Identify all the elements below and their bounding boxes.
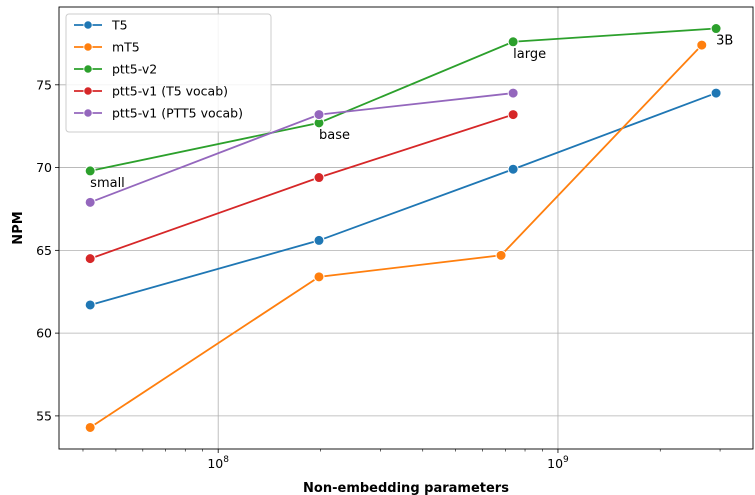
data-point — [84, 165, 96, 177]
data-point — [710, 23, 722, 35]
series-4 — [84, 87, 519, 208]
legend-item: mT5 — [74, 40, 140, 55]
series-2 — [84, 23, 722, 177]
legend-label: ptt5-v2 — [112, 62, 157, 77]
legend: T5 mT5 ptt5-v2 ptt5-v1 (T5 vocab) ptt5-v1 (P… — [65, 13, 272, 133]
data-point — [313, 234, 325, 246]
series-0 — [84, 87, 722, 311]
x-tick-label: 108 — [207, 455, 229, 471]
y-tick-label: 60 — [36, 326, 52, 341]
legend-swatch-marker — [83, 20, 93, 30]
annotations-layer: small base large 3B — [90, 34, 733, 191]
data-point — [696, 39, 708, 51]
y-tick-label: 70 — [36, 160, 52, 175]
point-annotation: large — [513, 47, 546, 62]
series-1 — [84, 39, 708, 433]
legend-swatch-marker — [83, 108, 93, 118]
data-point — [710, 87, 722, 99]
data-point — [313, 109, 325, 121]
y-axis-label: NPM — [11, 211, 26, 244]
x-tick-label: 109 — [547, 455, 569, 471]
legend-item: T5 — [74, 18, 128, 33]
series-3 — [84, 109, 519, 265]
series-line — [89, 44, 703, 429]
y-tick-label: 75 — [36, 77, 52, 92]
axis-ticks: 55 60 65 70 75 108 109 — [36, 77, 721, 471]
legend-item: ptt5-v2 — [74, 62, 157, 77]
plot-frame — [58, 6, 754, 450]
data-point — [84, 253, 96, 265]
point-annotation: small — [90, 176, 125, 191]
legend-swatch-marker — [83, 42, 93, 52]
point-annotation: base — [319, 128, 350, 143]
data-point — [84, 421, 96, 433]
series-line — [89, 27, 717, 172]
legend-swatch-marker — [83, 64, 93, 74]
data-point — [313, 271, 325, 283]
y-tick-label: 55 — [36, 408, 52, 423]
y-tick-label: 65 — [36, 243, 52, 258]
series-line — [89, 92, 717, 306]
legend-item: ptt5-v1 (PTT5 vocab) — [74, 106, 243, 121]
data-point — [313, 172, 325, 184]
legend-label: T5 — [111, 18, 128, 33]
data-point — [507, 87, 519, 99]
legend-swatch-marker — [83, 86, 93, 96]
legend-label: mT5 — [112, 40, 140, 55]
legend-label: ptt5-v1 (PTT5 vocab) — [112, 106, 243, 121]
data-point — [495, 249, 507, 261]
data-point — [84, 299, 96, 311]
series-line — [89, 113, 514, 260]
legend-box — [65, 13, 272, 133]
point-annotation: 3B — [716, 34, 733, 49]
data-point — [507, 163, 519, 175]
series-layer — [84, 23, 722, 433]
legend-label: ptt5-v1 (T5 vocab) — [112, 84, 228, 99]
x-axis-label: Non-embedding parameters — [303, 481, 509, 495]
data-point — [84, 196, 96, 208]
data-point — [507, 36, 519, 48]
legend-item: ptt5-v1 (T5 vocab) — [74, 84, 228, 99]
data-point — [507, 109, 519, 121]
